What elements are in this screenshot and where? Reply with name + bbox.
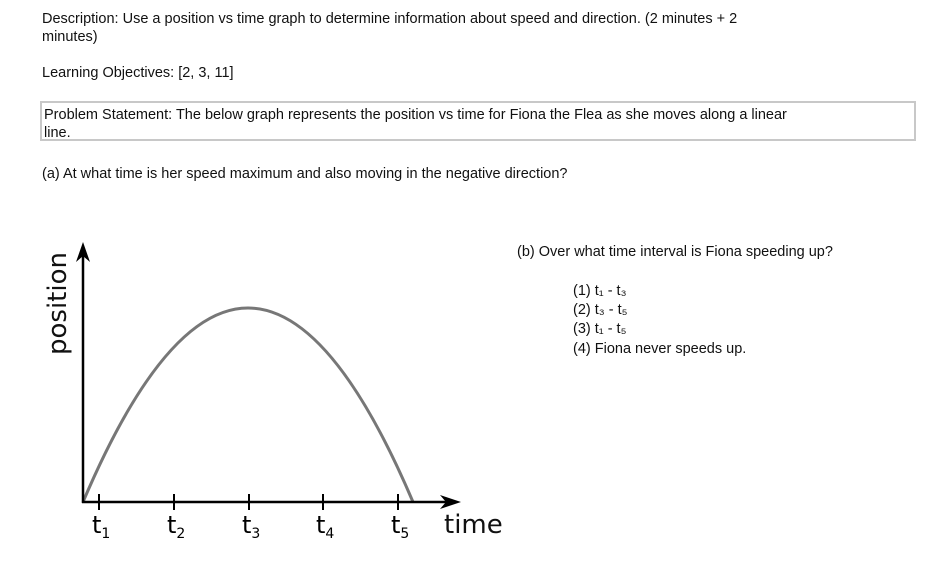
x-axis-label: time <box>444 510 503 540</box>
tick-label: t2 <box>167 511 185 542</box>
y-axis-arrow-icon <box>76 242 90 262</box>
learning-objectives-label: Learning Objectives: <box>42 65 175 81</box>
position-curve <box>81 306 415 503</box>
problem-statement-text: The below graph represents the position … <box>175 107 787 123</box>
description-label: Description: <box>42 11 119 27</box>
option-4: (4) Fiona never speeds up. <box>573 341 747 357</box>
tick-label: t1 <box>92 511 110 542</box>
description-text: Use a position vs time graph to determin… <box>122 11 738 27</box>
problem-statement-text-cont: line. <box>44 125 71 141</box>
problem-statement-box: Problem Statement: The below graph repre… <box>40 101 916 141</box>
tick-label: t3 <box>242 511 260 542</box>
tick-label: t5 <box>391 511 409 542</box>
question-a: (a) At what time is her speed maximum an… <box>42 166 568 182</box>
option-1: (1) t₁ - t₃ <box>573 283 627 299</box>
option-3: (3) t₁ - t₅ <box>573 321 627 337</box>
learning-objectives-text: [2, 3, 11] <box>178 65 234 81</box>
problem-statement-label: Problem Statement: <box>44 107 173 123</box>
description-text-cont: minutes) <box>42 29 98 45</box>
problem-statement: Problem Statement: The below graph repre… <box>44 106 912 124</box>
learning-objectives: Learning Objectives: [2, 3, 11] <box>42 64 234 82</box>
tick-label: t4 <box>316 511 334 542</box>
x-axis-arrow-icon <box>440 495 461 509</box>
description: Description: Use a position vs time grap… <box>42 10 737 28</box>
option-2: (2) t₃ - t₅ <box>573 302 628 318</box>
y-axis-label: position <box>43 252 73 355</box>
question-b-prompt: (b) Over what time interval is Fiona spe… <box>517 244 833 260</box>
